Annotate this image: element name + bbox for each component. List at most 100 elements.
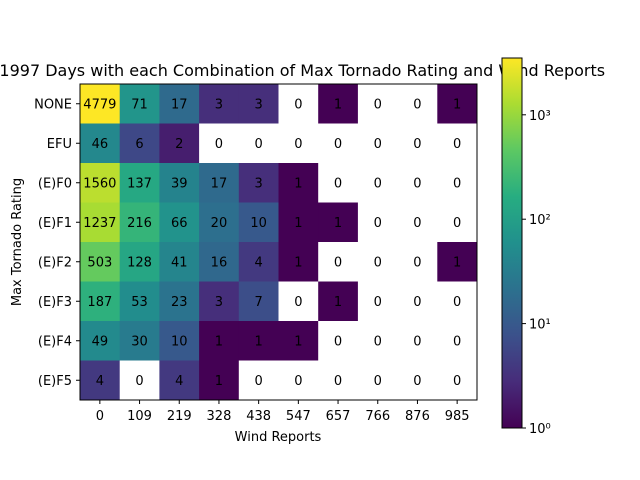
cell-value-label: 0 <box>374 255 382 270</box>
x-tick-label: 438 <box>246 409 271 424</box>
cell-value-label: 30 <box>131 334 148 349</box>
cell-value-label: 0 <box>374 176 382 191</box>
colorbar-tick-label: 10¹ <box>529 318 551 333</box>
y-tick-label: (E)F4 <box>38 334 72 349</box>
cell-value-label: 0 <box>374 334 382 349</box>
x-tick-label: 219 <box>167 409 192 424</box>
cell-value-label: 0 <box>413 374 421 389</box>
y-tick-label: (E)F5 <box>38 374 72 389</box>
cell-value-label: 3 <box>215 97 223 112</box>
colorbar-tick-label: 10² <box>529 213 551 228</box>
cell-value-label: 1 <box>453 97 461 112</box>
colorbar: 10⁰ 10¹ 10² 10³ <box>502 58 551 437</box>
cell-value-label: 0 <box>334 255 342 270</box>
y-tick-label: (E)F1 <box>38 216 72 231</box>
cell-value-label: 4 <box>96 374 104 389</box>
cell-value-label: 1 <box>294 255 302 270</box>
cell-value-label: 53 <box>131 295 148 310</box>
cell-value-label: 1 <box>215 374 223 389</box>
cell-value-label: 3 <box>215 295 223 310</box>
cell-value-label: 0 <box>413 334 421 349</box>
cell-value-label: 1560 <box>83 176 116 191</box>
y-tick-label: (E)F3 <box>38 295 72 310</box>
cell-value-label: 7 <box>255 295 263 310</box>
cell-value-label: 3 <box>255 176 263 191</box>
cell-value-label: 503 <box>87 255 112 270</box>
cell-value-label: 0 <box>334 137 342 152</box>
cell-value-label: 0 <box>255 137 263 152</box>
cell-value-label: 6 <box>135 137 143 152</box>
cell-value-label: 0 <box>453 137 461 152</box>
cell-value-label: 0 <box>413 176 421 191</box>
cell-value-label: 1237 <box>83 216 116 231</box>
y-axis-label: Max Tornado Rating <box>10 178 25 306</box>
cell-value-label: 39 <box>171 176 188 191</box>
cell-value-label: 20 <box>211 216 228 231</box>
cell-value-label: 0 <box>215 137 223 152</box>
cell-value-label: 0 <box>374 295 382 310</box>
cell-value-label: 4 <box>175 374 183 389</box>
cell-value-label: 10 <box>171 334 188 349</box>
colorbar-tick-label: 10³ <box>529 109 551 124</box>
cell-value-label: 23 <box>171 295 188 310</box>
colorbar-gradient <box>502 58 522 428</box>
cell-value-label: 1 <box>334 97 342 112</box>
cell-value-label: 0 <box>413 137 421 152</box>
cell-value-label: 1 <box>453 255 461 270</box>
cell-value-label: 0 <box>334 176 342 191</box>
heatmap-cells <box>80 84 477 400</box>
cell-value-label: 1 <box>294 176 302 191</box>
y-tick-label: (E)F0 <box>38 176 72 191</box>
cell-value-label: 0 <box>413 216 421 231</box>
cell-value-label: 0 <box>334 334 342 349</box>
cell-value-label: 0 <box>334 374 342 389</box>
cell-value-label: 4 <box>255 255 263 270</box>
cell-value-label: 1 <box>334 295 342 310</box>
cell-value-label: 0 <box>453 176 461 191</box>
cell-value-label: 0 <box>413 97 421 112</box>
cell-value-label: 0 <box>294 295 302 310</box>
cell-value-label: 137 <box>127 176 152 191</box>
cell-value-label: 1 <box>294 334 302 349</box>
y-tick-label: NONE <box>34 97 72 112</box>
x-tick-label: 876 <box>405 409 430 424</box>
cell-value-label: 1 <box>294 216 302 231</box>
x-tick-label: 657 <box>326 409 351 424</box>
cell-value-label: 0 <box>374 374 382 389</box>
cell-value-label: 128 <box>127 255 152 270</box>
y-tick-label: (E)F2 <box>38 255 72 270</box>
cell-value-label: 0 <box>453 216 461 231</box>
cell-value-label: 0 <box>374 97 382 112</box>
x-tick-label: 0 <box>96 409 104 424</box>
cell-value-label: 0 <box>453 334 461 349</box>
cell-value-label: 46 <box>92 137 109 152</box>
cell-value-label: 10 <box>250 216 267 231</box>
cell-value-label: 0 <box>294 374 302 389</box>
colorbar-tick-label: 10⁰ <box>529 422 551 437</box>
cell-value-label: 187 <box>87 295 112 310</box>
x-tick-label: 985 <box>445 409 470 424</box>
x-axis-label: Wind Reports <box>235 430 322 445</box>
cell-value-label: 41 <box>171 255 188 270</box>
cell-value-label: 2 <box>175 137 183 152</box>
cell-value-label: 0 <box>453 295 461 310</box>
cell-value-label: 0 <box>135 374 143 389</box>
x-tick-label: 547 <box>286 409 311 424</box>
cell-value-label: 4779 <box>83 97 116 112</box>
cell-value-label: 1 <box>334 216 342 231</box>
cell-value-label: 71 <box>131 97 148 112</box>
cell-value-label: 0 <box>374 216 382 231</box>
cell-value-label: 1 <box>215 334 223 349</box>
y-axis: NONEEFU(E)F0(E)F1(E)F2(E)F3(E)F4(E)F5 <box>34 97 80 389</box>
cell-value-label: 216 <box>127 216 152 231</box>
cell-value-label: 0 <box>413 295 421 310</box>
colorbar-ticks: 10⁰ 10¹ 10² 10³ <box>522 109 551 437</box>
cell-value-label: 17 <box>171 97 188 112</box>
cell-value-label: 0 <box>294 97 302 112</box>
cell-value-label: 3 <box>255 97 263 112</box>
cell-value-label: 66 <box>171 216 188 231</box>
cell-value-label: 1 <box>255 334 263 349</box>
cell-value-label: 0 <box>413 255 421 270</box>
x-tick-label: 328 <box>207 409 232 424</box>
